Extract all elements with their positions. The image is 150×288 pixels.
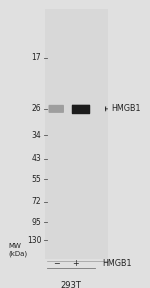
Text: 26: 26 — [32, 104, 41, 113]
Bar — [45, 9, 108, 259]
Text: 55: 55 — [32, 175, 41, 184]
Text: MW
(kDa): MW (kDa) — [8, 243, 27, 257]
Text: HMGB1: HMGB1 — [112, 104, 141, 113]
Text: 17: 17 — [32, 53, 41, 62]
Text: 293T: 293T — [61, 281, 82, 288]
Text: HMGB1: HMGB1 — [102, 259, 132, 268]
Text: 43: 43 — [32, 154, 41, 164]
FancyBboxPatch shape — [49, 105, 64, 113]
Text: 34: 34 — [32, 131, 41, 140]
FancyBboxPatch shape — [72, 105, 90, 114]
Text: 72: 72 — [32, 197, 41, 206]
Text: 130: 130 — [27, 236, 41, 245]
Text: +: + — [72, 259, 79, 268]
Text: 95: 95 — [32, 218, 41, 227]
Text: −: − — [53, 259, 60, 268]
